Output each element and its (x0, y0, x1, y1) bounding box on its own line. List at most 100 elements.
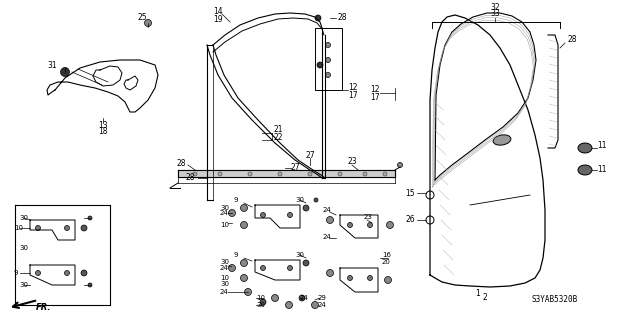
Circle shape (241, 259, 248, 266)
Text: 28: 28 (177, 159, 186, 167)
Text: 30: 30 (220, 205, 229, 211)
Text: 15: 15 (405, 189, 415, 197)
Text: 10: 10 (14, 225, 23, 231)
Text: 9: 9 (14, 270, 19, 276)
Circle shape (81, 225, 87, 231)
Text: FR.: FR. (36, 302, 51, 311)
Text: 27: 27 (290, 164, 300, 173)
Text: 24: 24 (220, 265, 228, 271)
Circle shape (326, 57, 330, 63)
Circle shape (241, 275, 248, 281)
Circle shape (287, 212, 292, 218)
Circle shape (88, 216, 92, 220)
Text: 19: 19 (213, 14, 223, 24)
Text: 24: 24 (220, 289, 228, 295)
Circle shape (326, 270, 333, 277)
Circle shape (65, 226, 70, 231)
Circle shape (312, 301, 319, 308)
Circle shape (326, 217, 333, 224)
Text: 22: 22 (273, 132, 283, 142)
Text: 12: 12 (371, 85, 380, 94)
Circle shape (299, 295, 305, 301)
Circle shape (348, 276, 353, 280)
Circle shape (385, 277, 392, 284)
Circle shape (228, 210, 236, 217)
Text: 24: 24 (300, 295, 308, 301)
Text: 18: 18 (99, 128, 108, 137)
Text: 25: 25 (137, 13, 147, 23)
Text: 29: 29 (318, 295, 327, 301)
Text: 17: 17 (348, 91, 358, 100)
Circle shape (397, 162, 403, 167)
Circle shape (314, 198, 318, 202)
Text: 24: 24 (323, 234, 332, 240)
Text: 10: 10 (220, 275, 229, 281)
Text: 12: 12 (348, 84, 358, 93)
Circle shape (315, 15, 321, 21)
Circle shape (285, 301, 292, 308)
Text: 28: 28 (337, 13, 346, 23)
Circle shape (193, 172, 197, 176)
Circle shape (35, 226, 40, 231)
Circle shape (244, 288, 252, 295)
Text: 17: 17 (370, 93, 380, 101)
Circle shape (287, 265, 292, 271)
Circle shape (260, 265, 266, 271)
Text: 30: 30 (220, 259, 229, 265)
Text: 11: 11 (597, 142, 607, 151)
Text: 32: 32 (490, 4, 500, 12)
Circle shape (65, 271, 70, 276)
Circle shape (387, 221, 394, 228)
Text: 13: 13 (98, 121, 108, 130)
Circle shape (145, 19, 152, 26)
Circle shape (81, 270, 87, 276)
Circle shape (326, 72, 330, 78)
Circle shape (326, 42, 330, 48)
Circle shape (303, 260, 309, 266)
Text: 9: 9 (234, 252, 239, 258)
Text: 20: 20 (382, 259, 391, 265)
Circle shape (348, 222, 353, 227)
Circle shape (248, 172, 252, 176)
Text: 30: 30 (19, 245, 28, 251)
Text: 24: 24 (220, 210, 228, 216)
Text: 30: 30 (256, 302, 265, 308)
Circle shape (260, 212, 266, 218)
Circle shape (271, 294, 278, 301)
Text: 10: 10 (256, 295, 265, 301)
Circle shape (383, 172, 387, 176)
Text: 11: 11 (597, 166, 607, 174)
Circle shape (88, 283, 92, 287)
Circle shape (303, 205, 309, 211)
Text: 26: 26 (405, 216, 415, 225)
Text: 30: 30 (220, 281, 229, 287)
Text: 31: 31 (47, 61, 57, 70)
Circle shape (317, 62, 323, 68)
Text: 30: 30 (19, 215, 28, 221)
Ellipse shape (578, 143, 592, 153)
Text: 21: 21 (273, 125, 283, 135)
Circle shape (367, 222, 372, 227)
Text: 30: 30 (19, 282, 28, 288)
Circle shape (278, 172, 282, 176)
Circle shape (218, 172, 222, 176)
Text: 28: 28 (185, 174, 195, 182)
Text: 23: 23 (364, 214, 373, 220)
Circle shape (338, 172, 342, 176)
Text: 27: 27 (305, 151, 315, 160)
Text: S3YAB5320B: S3YAB5320B (532, 295, 578, 305)
Text: 28: 28 (567, 35, 577, 44)
Ellipse shape (493, 135, 511, 145)
Text: 30: 30 (295, 252, 304, 258)
Circle shape (367, 276, 372, 280)
Text: 23: 23 (348, 158, 358, 167)
Ellipse shape (578, 165, 592, 175)
Text: 10: 10 (220, 222, 229, 228)
Text: 24: 24 (318, 302, 327, 308)
Circle shape (35, 271, 40, 276)
Text: 1: 1 (476, 288, 481, 298)
Text: 2: 2 (483, 293, 488, 302)
Text: 14: 14 (213, 8, 223, 17)
Circle shape (363, 172, 367, 176)
Circle shape (228, 264, 236, 271)
